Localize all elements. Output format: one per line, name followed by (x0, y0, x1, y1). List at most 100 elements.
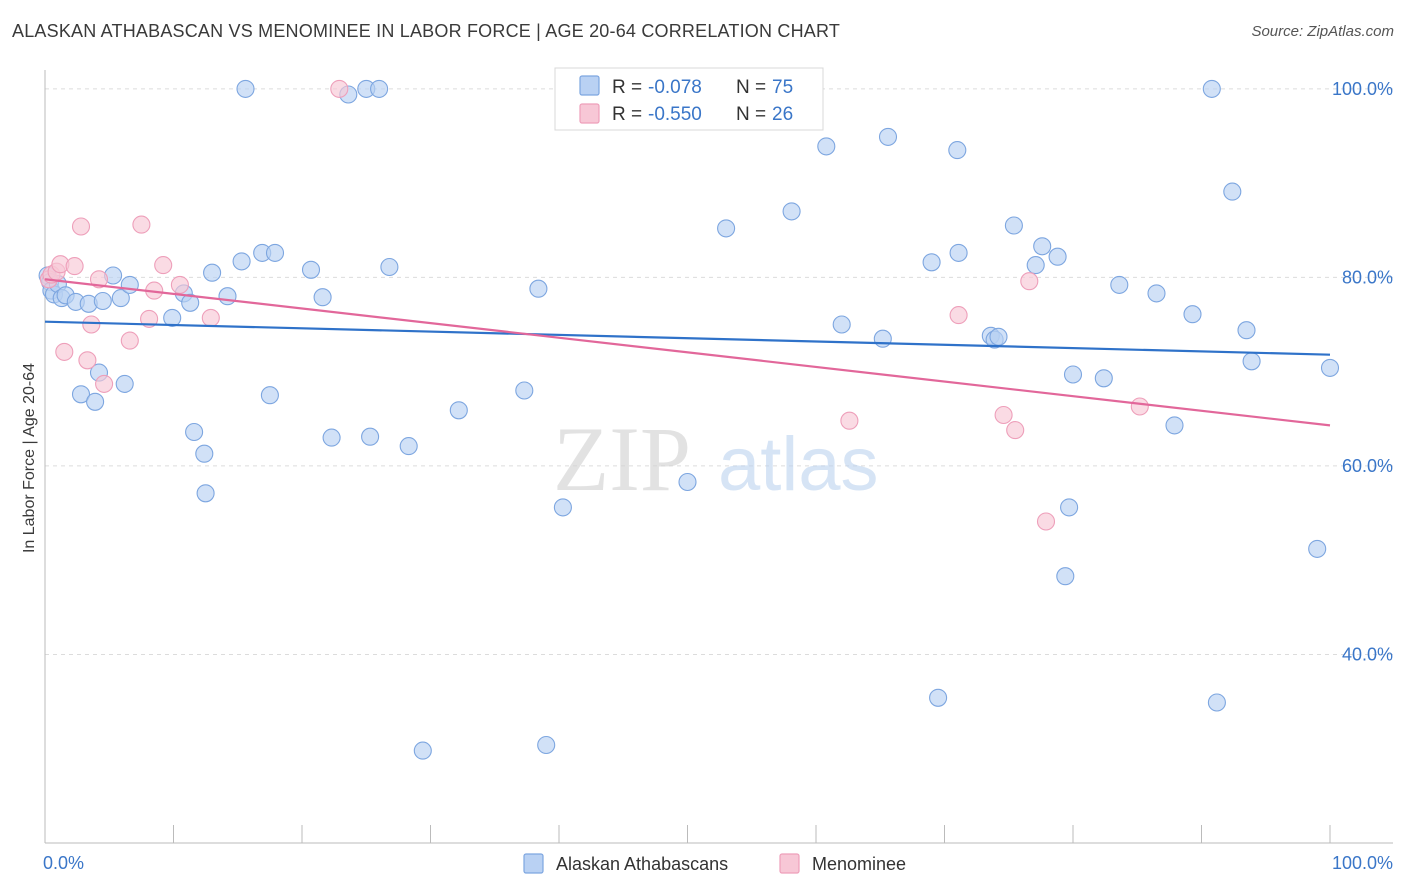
data-point-athabascan (115, 374, 134, 393)
data-point-athabascan (1110, 275, 1129, 294)
stats-legend-r-label-2: R = (612, 104, 642, 125)
data-point-menominee (55, 342, 74, 361)
data-point-athabascan (195, 444, 214, 463)
data-point-menominee (994, 405, 1013, 425)
data-point-menominee (89, 270, 109, 289)
data-point-menominee (1130, 397, 1149, 416)
y-axis-title: In Labor Force | Age 20-64 (21, 363, 38, 553)
data-point-athabascan (111, 289, 130, 308)
data-point-menominee (78, 351, 97, 370)
data-point-athabascan (1147, 284, 1166, 303)
y-tick-label: 80.0% (1342, 267, 1393, 287)
data-point-athabascan (232, 252, 251, 271)
data-point-athabascan (1223, 182, 1242, 201)
legend-label-menominee: Menominee (812, 854, 906, 874)
data-point-menominee (95, 374, 114, 393)
data-point-athabascan (196, 484, 215, 503)
y-tick-label: 60.0% (1342, 456, 1393, 476)
grid-layer (45, 88, 1393, 655)
points-layer (38, 79, 1340, 760)
data-point-athabascan (1207, 693, 1226, 712)
data-point-athabascan (929, 688, 948, 707)
data-point-athabascan (1056, 567, 1075, 586)
legend-label-athabascans: Alaskan Athabascans (556, 854, 728, 874)
data-point-menominee (170, 275, 189, 294)
data-point-athabascan (717, 219, 736, 238)
data-point-athabascan (370, 79, 389, 98)
data-point-athabascan (949, 243, 968, 262)
stats-legend: R = -0.078 N = 75 R = -0.550 N = 26 (554, 67, 824, 131)
stats-legend-r-value-1: -0.078 (648, 77, 702, 98)
data-point-athabascan (301, 260, 321, 279)
data-point-athabascan (1060, 498, 1079, 517)
data-point-menominee (132, 215, 151, 234)
data-point-athabascan (203, 263, 222, 282)
stats-legend-r-value-2: -0.550 (648, 104, 702, 125)
data-point-athabascan (1033, 237, 1052, 256)
data-point-athabascan (1048, 247, 1067, 266)
data-point-athabascan (515, 381, 534, 400)
data-point-athabascan (399, 437, 418, 456)
stats-legend-n-label-1: N = (736, 77, 766, 98)
stats-legend-swatch-blue (579, 75, 600, 96)
stats-legend-n-value-2: 26 (772, 104, 793, 125)
data-point-menominee (1006, 421, 1025, 440)
data-point-athabascan (1063, 365, 1083, 384)
source-label: Source: ZipAtlas.com (1251, 23, 1394, 40)
data-point-athabascan (873, 329, 892, 348)
legend-swatch-athabascans (523, 853, 544, 874)
data-point-athabascan (832, 315, 851, 334)
data-point-athabascan (1242, 352, 1261, 371)
data-point-menominee (154, 256, 173, 275)
stats-legend-n-label-2: N = (736, 104, 766, 125)
watermark-zip: ZIP (553, 408, 691, 510)
data-point-menominee (120, 331, 139, 350)
data-point-menominee (1020, 272, 1039, 291)
data-point-menominee (65, 257, 84, 276)
stats-legend-n-value-1: 75 (772, 77, 793, 98)
data-point-athabascan (1165, 416, 1184, 435)
data-point-menominee (201, 308, 220, 327)
data-point-athabascan (71, 385, 91, 404)
data-point-athabascan (989, 327, 1008, 346)
data-point-athabascan (948, 141, 967, 160)
data-point-athabascan (529, 279, 548, 298)
data-point-athabascan (1320, 358, 1340, 377)
data-point-athabascan (236, 79, 255, 98)
data-point-menominee (82, 315, 101, 334)
axes-layer: 40.0% 60.0% 80.0% 100.0% 0.0% 100.0% (43, 70, 1393, 873)
trend-line-athabascan (44, 320, 1331, 356)
data-point-athabascan (878, 127, 898, 146)
data-point-athabascan (181, 293, 200, 312)
data-point-athabascan (449, 401, 468, 420)
series-legend: Alaskan Athabascans Menominee (523, 853, 906, 874)
data-point-athabascan (260, 386, 279, 405)
data-point-athabascan (93, 291, 112, 311)
stats-legend-swatch-pink (579, 103, 600, 124)
data-point-athabascan (163, 308, 182, 327)
data-point-menominee (1036, 512, 1056, 531)
x-tick-label-min: 0.0% (43, 853, 84, 873)
data-point-athabascan (313, 288, 332, 307)
data-point-athabascan (322, 428, 341, 447)
x-tick-label-max: 100.0% (1332, 853, 1393, 873)
data-point-athabascan (922, 253, 941, 272)
data-point-athabascan (86, 392, 105, 411)
y-tick-label: 40.0% (1342, 644, 1393, 664)
data-point-athabascan (185, 422, 204, 442)
stats-legend-r-label-1: R = (612, 77, 642, 98)
stats-legend-box (554, 67, 824, 131)
data-point-menominee (140, 309, 159, 328)
data-point-athabascan (361, 427, 380, 446)
data-point-athabascan (218, 287, 237, 306)
data-point-athabascan (120, 275, 139, 294)
legend-swatch-menominee (779, 853, 800, 874)
data-point-athabascan (1026, 256, 1045, 275)
watermark-atlas: atlas (718, 422, 879, 507)
data-point-menominee (949, 306, 968, 325)
data-point-menominee (71, 217, 91, 236)
data-point-athabascan (537, 735, 556, 755)
data-point-menominee (840, 411, 859, 430)
data-point-athabascan (1094, 369, 1113, 388)
